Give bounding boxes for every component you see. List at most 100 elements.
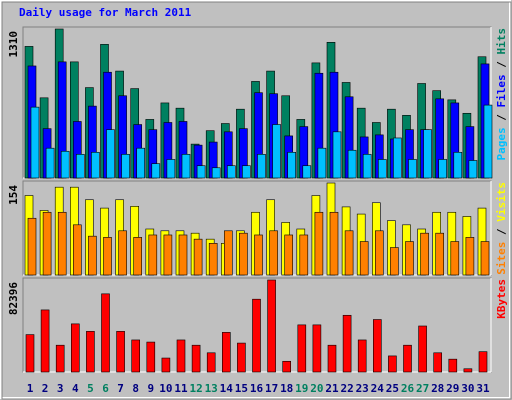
bar [224, 230, 233, 276]
bar [131, 339, 140, 373]
bar [193, 238, 203, 276]
bar [435, 232, 445, 276]
x-tick-label: 4 [72, 382, 79, 395]
bar [227, 165, 236, 179]
bar [483, 104, 493, 179]
x-tick-label: 26 [401, 382, 415, 395]
legend-entry: Visits [495, 182, 508, 222]
x-tick-label: 20 [310, 382, 323, 395]
bar [362, 154, 372, 179]
bar [166, 159, 176, 179]
bar [329, 211, 339, 276]
bar [40, 309, 50, 373]
legend-entry: Sites [495, 242, 508, 275]
y-tick-label: 1310 [7, 31, 20, 58]
bar [465, 237, 475, 276]
bar [478, 351, 488, 373]
x-tick-label: 17 [265, 382, 278, 395]
bar [88, 235, 97, 276]
legend-separator: / [495, 222, 508, 242]
bar [448, 358, 458, 373]
bar [252, 298, 261, 373]
bar [237, 342, 246, 373]
bar [25, 334, 35, 373]
x-tick-label: 9 [147, 382, 154, 395]
bar [438, 159, 448, 179]
bar [161, 357, 171, 373]
bar [57, 211, 67, 276]
bar [347, 149, 357, 179]
bar [284, 234, 294, 276]
x-tick-label: 16 [250, 382, 264, 395]
bar [206, 352, 216, 373]
bar [342, 314, 352, 373]
bar [420, 232, 429, 276]
x-tick-label: 5 [87, 382, 94, 395]
bar [374, 230, 384, 276]
legend-entry: KBytes [495, 279, 508, 319]
bar [267, 279, 276, 373]
bar [208, 243, 218, 276]
bar [191, 344, 201, 373]
bar [423, 129, 432, 179]
bar [71, 323, 80, 373]
x-tick-label: 2 [42, 382, 49, 395]
bar [357, 339, 367, 373]
bar [211, 167, 221, 179]
bar [272, 124, 281, 179]
bar [163, 234, 173, 276]
bar [60, 150, 70, 179]
bar [73, 224, 82, 276]
legend: Pages / Files / Hits [495, 28, 508, 161]
x-tick-label: 13 [205, 382, 218, 395]
x-tick-label: 3 [57, 382, 64, 395]
bar [242, 165, 251, 179]
bar [453, 151, 463, 179]
bar [257, 154, 266, 179]
bar [181, 154, 191, 179]
legend-entry: Hits [495, 28, 508, 55]
x-tick-label: 8 [132, 382, 139, 395]
bar [377, 159, 387, 179]
bar [332, 131, 342, 179]
bar [418, 325, 427, 373]
bar [76, 154, 85, 179]
x-tick-label: 30 [461, 382, 474, 395]
legend-entry: Pages [495, 127, 508, 160]
bar [27, 217, 37, 276]
bar [116, 331, 125, 373]
legend-entry: Files [495, 74, 508, 107]
bar [136, 147, 145, 179]
x-tick-label: 24 [371, 382, 385, 395]
y-tick-label: 82396 [7, 282, 20, 315]
bar [254, 234, 263, 276]
bar [86, 331, 95, 373]
bar [151, 163, 161, 179]
x-tick-label: 15 [235, 382, 248, 395]
bar [344, 230, 354, 276]
x-tick-label: 25 [386, 382, 399, 395]
bar [146, 341, 156, 373]
y-tick-label: 154 [7, 185, 20, 205]
bar [269, 230, 278, 276]
bar [222, 332, 231, 373]
bar [302, 165, 312, 179]
bar [359, 241, 369, 276]
bar [282, 360, 292, 373]
bar [403, 344, 412, 373]
x-tick-label: 12 [189, 382, 202, 395]
bar [176, 339, 186, 373]
bar [101, 293, 110, 373]
x-tick-label: 7 [117, 382, 124, 395]
bar [405, 241, 414, 276]
x-tick-label: 14 [220, 382, 234, 395]
bar [388, 355, 397, 373]
bar [133, 237, 142, 276]
bar [480, 241, 490, 276]
x-tick-label: 10 [159, 382, 172, 395]
bar [148, 234, 158, 276]
bar [30, 106, 40, 179]
x-tick-label: 6 [102, 382, 109, 395]
bar [372, 319, 382, 373]
